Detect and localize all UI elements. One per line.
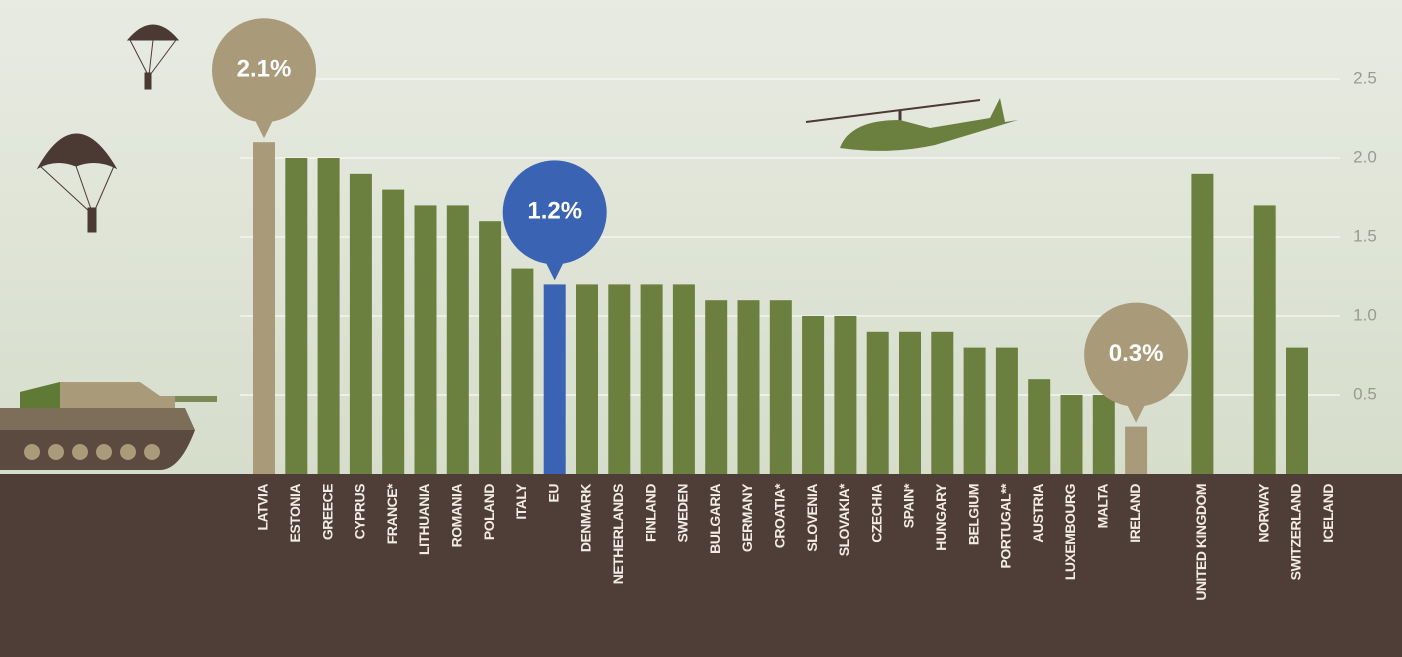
x-tick-label: NORWAY xyxy=(1255,483,1271,543)
x-tick-label: NETHERLANDS xyxy=(610,484,626,584)
bar xyxy=(769,300,792,474)
x-tick-label: LITHUANIA xyxy=(416,484,432,555)
y-tick-label: 2.5 xyxy=(1353,68,1377,87)
x-tick-label: PORTUGAL** xyxy=(998,483,1014,569)
y-tick-label: 1.0 xyxy=(1353,305,1377,324)
bar xyxy=(866,331,889,474)
bar xyxy=(834,316,857,474)
bar xyxy=(1286,347,1308,474)
bar xyxy=(253,142,275,474)
x-tick-label: DENMARK xyxy=(578,484,594,552)
x-tick-label: EU xyxy=(545,484,561,503)
bar xyxy=(995,347,1018,474)
parachute-large xyxy=(36,133,118,233)
x-tick-label: LATVIA xyxy=(255,484,271,531)
bar xyxy=(317,158,340,474)
bar xyxy=(349,173,372,475)
y-tick-label: 0.5 xyxy=(1353,384,1377,403)
bar xyxy=(963,347,986,474)
x-tick-label: CYPRUS xyxy=(352,484,368,540)
value-label: 2.1% xyxy=(237,56,292,83)
parachute-small xyxy=(126,24,180,90)
bar xyxy=(705,300,728,474)
x-tick-label: AUSTRIA xyxy=(1030,484,1046,543)
bar xyxy=(446,205,469,474)
callout-bubble xyxy=(544,260,565,281)
bar xyxy=(285,158,308,474)
x-tick-label: ICELAND xyxy=(1320,484,1336,543)
y-tick-label: 1.5 xyxy=(1353,226,1377,245)
bar xyxy=(543,284,566,474)
x-tick-label: ROMANIA xyxy=(449,484,465,548)
label-band xyxy=(0,474,1402,657)
bar xyxy=(899,331,921,474)
bar xyxy=(672,284,695,474)
bar xyxy=(802,316,825,474)
x-tick-label: CZECHIA xyxy=(868,484,884,543)
helicopter xyxy=(805,98,1018,151)
x-tick-label: GERMANY xyxy=(739,483,755,552)
callout-bubble xyxy=(212,18,316,123)
x-tick-label: SLOVENIA xyxy=(804,484,820,552)
bar xyxy=(1060,395,1083,474)
x-tick-label: CROATIA* xyxy=(772,483,788,548)
x-tick-label: SPAIN* xyxy=(901,483,917,528)
bar xyxy=(1092,395,1115,474)
bar xyxy=(382,189,405,474)
callout-bubble xyxy=(1084,302,1189,407)
bar xyxy=(640,284,663,474)
bar xyxy=(737,300,760,474)
x-tick-label: POLAND xyxy=(481,484,497,541)
x-tick-label: UNITED KINGDOM xyxy=(1193,484,1209,601)
tank xyxy=(0,382,217,470)
value-label: 0.3% xyxy=(1109,340,1164,367)
bar xyxy=(1191,173,1214,475)
bar xyxy=(511,268,534,474)
x-tick-label: GREECE xyxy=(319,484,335,540)
callout-bubble xyxy=(254,118,274,139)
value-label: 1.2% xyxy=(527,198,582,225)
x-tick-label: FINLAND xyxy=(642,484,658,542)
bar xyxy=(576,284,598,474)
x-tick-label: HUNGARY xyxy=(933,483,949,551)
bar xyxy=(1125,426,1148,474)
x-tick-label: BELGIUM xyxy=(965,484,981,545)
y-tick-label: 2.0 xyxy=(1353,147,1377,166)
x-tick-label: ESTONIA xyxy=(287,484,303,543)
x-tick-label: IRELAND xyxy=(1127,484,1143,543)
x-tick-label: BULGARIA xyxy=(707,484,723,554)
bar xyxy=(479,221,502,474)
bar xyxy=(414,205,437,474)
x-tick-label: FRANCE* xyxy=(384,483,400,544)
bar xyxy=(1253,205,1276,474)
x-tick-label: LUXEMBOURG xyxy=(1062,483,1078,580)
callout-bubble xyxy=(1126,402,1147,423)
x-tick-label: SWEDEN xyxy=(675,484,691,543)
bar xyxy=(931,331,954,474)
callout-bubble xyxy=(502,160,607,265)
x-tick-label: SWITZERLAND xyxy=(1288,484,1304,581)
bar xyxy=(1028,379,1051,474)
bar xyxy=(608,284,631,474)
x-tick-label: SLOVAKIA* xyxy=(836,483,852,556)
x-tick-label: ITALY xyxy=(513,483,529,520)
x-tick-label: MALTA xyxy=(1095,484,1111,529)
